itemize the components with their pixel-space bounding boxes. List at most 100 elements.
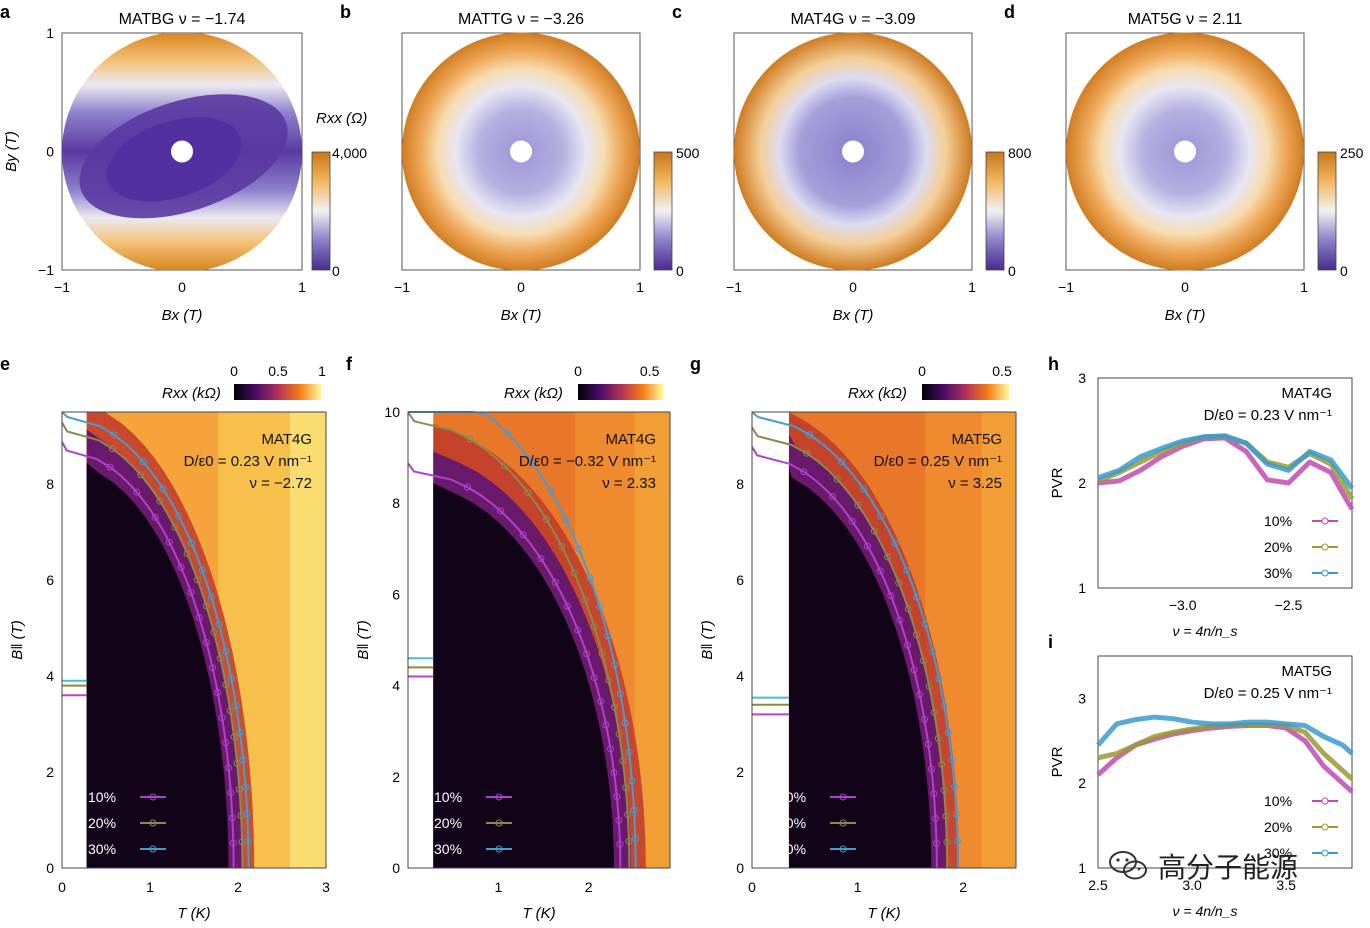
data-point [207, 593, 215, 601]
data-point [497, 507, 505, 515]
data-point [924, 740, 932, 748]
data-point [551, 578, 559, 586]
colorbar-tick-label: 0 [230, 363, 238, 379]
data-point [921, 620, 929, 628]
legend-label: 10% [88, 789, 116, 805]
data-point [187, 539, 195, 547]
data-point [854, 501, 862, 509]
y-tick-label: 10 [384, 404, 400, 420]
data-point [938, 760, 946, 768]
legend-marker [149, 819, 157, 827]
watermark-text: 高分子能源 [1158, 851, 1299, 884]
data-point [803, 449, 811, 457]
data-point [870, 527, 878, 535]
x-tick-label: −1 [1058, 279, 1074, 295]
y-tick-label: 8 [46, 476, 54, 492]
data-point [225, 764, 233, 772]
y-tick-label: 6 [46, 572, 54, 588]
data-point [621, 719, 629, 727]
colorbar-tick-label: 0.5 [640, 363, 660, 379]
colorbar-tick-label: 0 [1008, 263, 1016, 279]
x-tick-label: 0 [517, 279, 525, 295]
data-point [930, 708, 938, 716]
x-tick-label: 1 [494, 879, 502, 895]
y-tick-label: 4 [392, 678, 400, 694]
annotation-line: ν = 3.25 [948, 475, 1002, 492]
data-point [912, 631, 920, 639]
y-axis-label: B‖ (T) [9, 620, 26, 660]
panel-label: h [1048, 354, 1059, 374]
plot-frame [751, 411, 1017, 869]
critical-field-curve-10% [751, 446, 938, 869]
colorbar-label: Rxx (kΩ) [504, 385, 563, 402]
x-axis-label: Bx (T) [833, 307, 874, 324]
legend-label: 20% [778, 815, 806, 831]
y-axis-label: PVR [1049, 746, 1066, 777]
panel-i: i 1 2 3 2.5 3.0 3.5 ν = 4n/n_s PVR MAT5G D/ε0 = 0.… [1048, 632, 1354, 919]
superconducting-region [788, 467, 932, 868]
x-tick-label: 0 [1181, 279, 1189, 295]
data-point [156, 497, 164, 505]
data-point [171, 523, 179, 531]
data-point [940, 702, 948, 710]
panel-label: e [0, 354, 10, 374]
x-tick-label: 1 [298, 279, 306, 295]
legend-label: 10% [434, 789, 462, 805]
legend-label: 30% [1264, 845, 1292, 861]
data-point [943, 838, 951, 846]
panel-label: g [690, 354, 701, 374]
data-point [165, 538, 173, 546]
data-point [948, 756, 956, 764]
watermark: 高分子能源 [1108, 846, 1298, 886]
data-point [524, 489, 532, 497]
y-tick-label: 2 [1078, 475, 1086, 491]
data-point [838, 458, 846, 466]
x-axis-label: T (K) [522, 905, 555, 922]
data-point [194, 576, 202, 584]
resistance-band [290, 412, 326, 868]
annotation-line: MAT5G [951, 431, 1002, 448]
data-point [935, 674, 943, 682]
y-tick-label: 4 [736, 668, 744, 684]
data-point [159, 485, 167, 493]
panel-g: g 0 2 4 6 8 0 1 2 T (K) B‖ (T) MAT5G D/ε0 = 0.25 V n… [690, 354, 1017, 922]
legend-label: 20% [1264, 819, 1292, 835]
data-point [546, 487, 554, 495]
data-point [463, 483, 471, 491]
colorbar-tick-label: 0 [676, 263, 684, 279]
data-point [916, 691, 924, 699]
data-point [597, 697, 605, 705]
data-point [864, 542, 872, 550]
y-tick-label: 3 [1078, 370, 1086, 386]
data-point [586, 574, 594, 582]
data-point [954, 837, 962, 845]
data-point [590, 674, 598, 682]
x-tick-label: 3.5 [1276, 877, 1296, 893]
data-point [137, 471, 145, 479]
data-point [927, 765, 935, 773]
x-tick-label: 2.5 [1088, 877, 1108, 893]
legend-marker [1321, 517, 1329, 525]
critical-field-curve-20% [751, 426, 949, 869]
annotation-line: ν = −2.72 [249, 475, 312, 492]
data-point [237, 812, 245, 820]
y-tick-label: 0 [46, 144, 54, 160]
data-point [236, 729, 244, 737]
data-point [202, 638, 210, 646]
data-point [910, 666, 918, 674]
data-point [232, 702, 240, 710]
resistance-band [981, 412, 1016, 868]
x-tick-label: 1 [146, 879, 154, 895]
colorbar [985, 151, 1005, 271]
data-point [929, 647, 937, 655]
annotation-line: D/ε0 = −0.32 V nm⁻¹ [519, 453, 656, 470]
data-point [229, 839, 237, 847]
data-point [630, 806, 638, 814]
y-tick-label: 3 [1078, 690, 1086, 706]
superconducting-region [86, 462, 229, 868]
colorbar-tick-label: 250 [1340, 145, 1364, 161]
data-point [622, 784, 630, 792]
critical-field-curve-10% [61, 441, 235, 869]
y-tick-label: 2 [1078, 775, 1086, 791]
y-tick-label: 8 [736, 476, 744, 492]
